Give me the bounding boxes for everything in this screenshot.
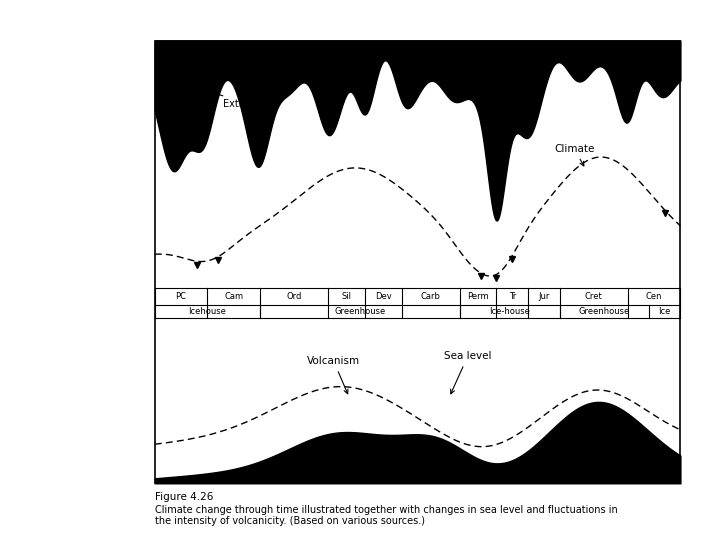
Bar xyxy=(155,40,680,483)
Text: Icehouse: Icehouse xyxy=(189,307,226,316)
Text: Figure 4.26: Figure 4.26 xyxy=(155,491,213,502)
Text: Tr: Tr xyxy=(508,292,516,301)
Text: Cen: Cen xyxy=(646,292,662,301)
Text: Ord: Ord xyxy=(287,292,302,301)
Text: Volcanism: Volcanism xyxy=(307,356,360,394)
Text: PC: PC xyxy=(176,292,186,301)
Text: Dev: Dev xyxy=(375,292,392,301)
Text: Greenhouse: Greenhouse xyxy=(579,307,630,316)
Text: Jur: Jur xyxy=(538,292,549,301)
Text: Extinctions: Extinctions xyxy=(193,86,277,110)
Text: Ice-house: Ice-house xyxy=(489,307,530,316)
Text: Carb: Carb xyxy=(420,292,441,301)
Text: the intensity of volcanicity. (Based on various sources.): the intensity of volcanicity. (Based on … xyxy=(155,516,425,526)
Text: Cret: Cret xyxy=(585,292,603,301)
Text: Climate: Climate xyxy=(554,144,595,166)
Text: Perm: Perm xyxy=(467,292,489,301)
Text: Ice: Ice xyxy=(659,307,671,316)
Text: Sil: Sil xyxy=(342,292,351,301)
Text: Climate change through time illustrated together with changes in sea level and f: Climate change through time illustrated … xyxy=(155,505,618,515)
Text: Sea level: Sea level xyxy=(444,352,491,394)
Text: Cam: Cam xyxy=(224,292,243,301)
Text: Greenhouse: Greenhouse xyxy=(334,307,385,316)
